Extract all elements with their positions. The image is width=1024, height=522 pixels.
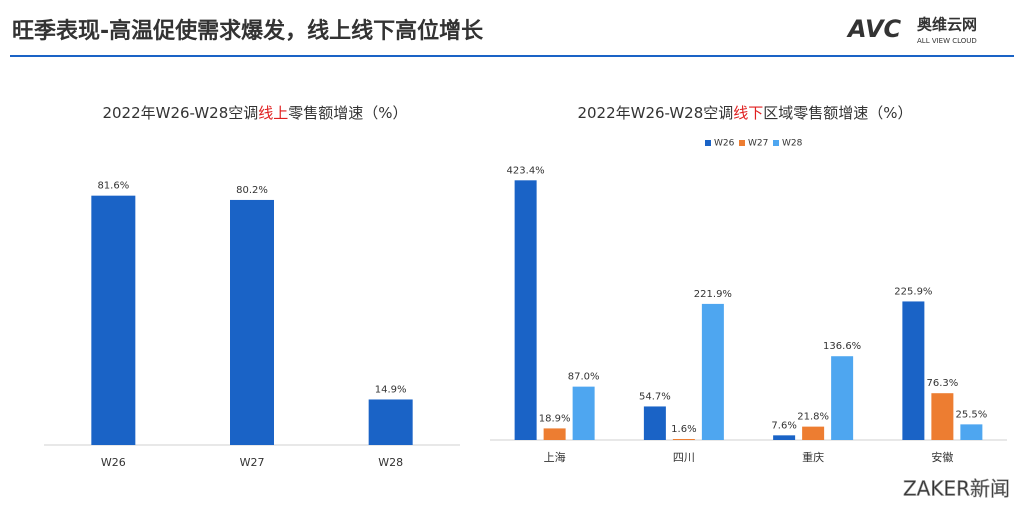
chart-title-part: 2022年W26-W28空调 xyxy=(102,104,258,122)
value-label: 18.9% xyxy=(539,413,571,424)
x-tick-label: 上海 xyxy=(544,450,566,464)
value-label: 1.6% xyxy=(671,424,696,435)
bar xyxy=(701,303,724,440)
chart-title-part: 2022年W26-W28空调 xyxy=(577,104,733,122)
chart-title: 2022年W26-W28空调线下区域零售额增速（%） xyxy=(577,104,912,122)
legend-label: W26 xyxy=(714,139,735,149)
bar xyxy=(368,399,413,445)
logo-en: ALL VIEW CLOUD xyxy=(917,37,977,45)
chart-title-part: 线上 xyxy=(258,104,288,122)
bar xyxy=(902,301,925,440)
chart-title-part: 区域零售额增速（%） xyxy=(763,104,912,122)
value-label: 21.8% xyxy=(797,412,829,423)
bar xyxy=(960,424,983,440)
value-label: 225.9% xyxy=(894,286,932,297)
value-label: 76.3% xyxy=(926,378,958,389)
slide-title: 旺季表现-高温促使需求爆发，线上线下高位增长 xyxy=(12,18,484,44)
chart-title-part: 线下 xyxy=(733,104,763,122)
x-tick-label: W26 xyxy=(101,456,126,469)
legend-swatch xyxy=(739,140,745,146)
logo-cn: 奥维云网 xyxy=(917,16,977,34)
legend-swatch xyxy=(705,140,711,146)
x-tick-label: W28 xyxy=(378,456,403,469)
bar xyxy=(543,428,566,440)
bar xyxy=(831,356,854,440)
x-tick-label: W27 xyxy=(240,456,265,469)
value-label: 25.5% xyxy=(955,409,987,420)
chart-title: 2022年W26-W28空调线上零售额增速（%） xyxy=(102,104,407,122)
value-label: 221.9% xyxy=(694,289,732,300)
value-label: 136.6% xyxy=(823,341,861,352)
bar xyxy=(91,195,136,445)
value-label: 423.4% xyxy=(507,165,545,176)
legend-swatch xyxy=(773,140,779,146)
bar xyxy=(773,435,796,440)
legend-label: W28 xyxy=(782,139,803,149)
source-watermark: ZAKER新闻 xyxy=(903,477,1010,501)
value-label: 81.6% xyxy=(97,181,129,192)
bar xyxy=(672,439,695,440)
x-tick-label: 安徽 xyxy=(931,450,953,464)
bar xyxy=(643,406,666,440)
x-tick-label: 四川 xyxy=(673,451,695,464)
x-tick-label: 重庆 xyxy=(802,450,824,464)
bar xyxy=(230,199,274,445)
logo: AVC xyxy=(846,15,902,43)
bar xyxy=(802,426,825,440)
value-label: 54.7% xyxy=(639,391,671,402)
legend-label: W27 xyxy=(748,139,768,149)
value-label: 87.0% xyxy=(568,372,600,383)
chart-title-part: 零售额增速（%） xyxy=(288,104,407,122)
bar xyxy=(572,386,595,440)
bar xyxy=(931,393,954,440)
value-label: 7.6% xyxy=(771,420,796,431)
value-label: 80.2% xyxy=(236,185,268,196)
value-label: 14.9% xyxy=(375,384,407,395)
bar xyxy=(514,180,537,440)
